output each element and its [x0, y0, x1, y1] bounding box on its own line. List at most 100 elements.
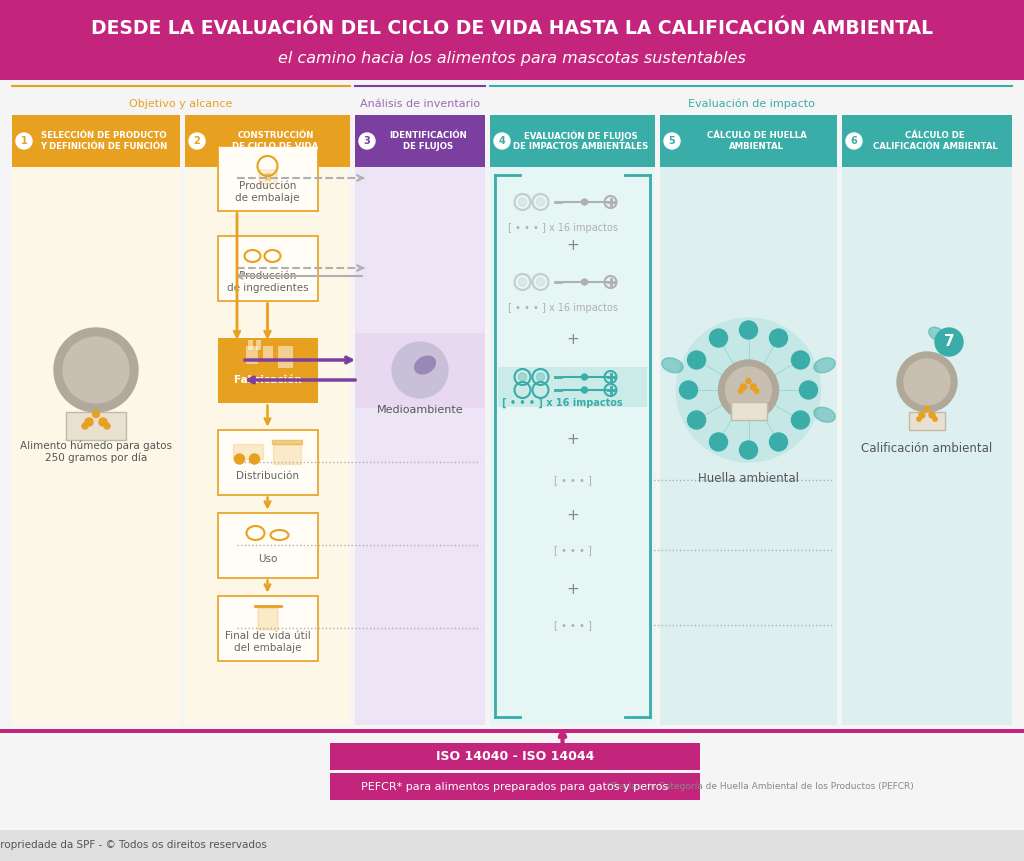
Text: +: +	[566, 238, 579, 252]
Text: Propriedade da SPF - © Todos os direitos reservados: Propriedade da SPF - © Todos os direitos…	[0, 840, 266, 850]
FancyBboxPatch shape	[258, 170, 276, 184]
FancyBboxPatch shape	[246, 345, 257, 363]
Text: Alimento húmedo para gatos
250 gramos por día: Alimento húmedo para gatos 250 gramos po…	[20, 441, 172, 463]
FancyBboxPatch shape	[355, 332, 485, 407]
Circle shape	[769, 433, 787, 451]
Text: IDENTIFICACIÓN
DE FLUJOS: IDENTIFICACIÓN DE FLUJOS	[389, 131, 467, 151]
Text: +: +	[566, 332, 579, 348]
Circle shape	[537, 198, 545, 206]
FancyBboxPatch shape	[278, 345, 293, 368]
Ellipse shape	[662, 358, 683, 373]
FancyBboxPatch shape	[217, 430, 317, 494]
Text: Producción
de ingredientes: Producción de ingredientes	[226, 271, 308, 293]
FancyBboxPatch shape	[498, 367, 647, 407]
Circle shape	[739, 321, 758, 339]
Text: 1: 1	[20, 136, 28, 146]
Circle shape	[680, 381, 697, 399]
Circle shape	[582, 387, 588, 393]
FancyBboxPatch shape	[272, 444, 300, 464]
Circle shape	[392, 342, 449, 398]
Circle shape	[725, 367, 771, 413]
Text: Distribución: Distribución	[236, 471, 299, 481]
Text: +: +	[566, 432, 579, 448]
FancyBboxPatch shape	[217, 236, 317, 300]
Circle shape	[710, 433, 727, 451]
Circle shape	[800, 381, 817, 399]
Text: Uso: Uso	[258, 554, 278, 564]
Text: Final de vida útil
del embalaje: Final de vida útil del embalaje	[224, 631, 310, 653]
Text: [ • • • ] x 16 impactos: [ • • • ] x 16 impactos	[502, 398, 623, 408]
Circle shape	[189, 133, 205, 149]
Circle shape	[710, 329, 727, 347]
Text: Producción
de embalaje: Producción de embalaje	[236, 181, 300, 203]
Text: [ • • • ]: [ • • • ]	[554, 545, 592, 555]
Circle shape	[16, 133, 32, 149]
Text: 4: 4	[499, 136, 506, 146]
FancyBboxPatch shape	[330, 773, 700, 800]
Circle shape	[518, 278, 526, 286]
Circle shape	[925, 406, 930, 412]
Text: [ • • • ]: [ • • • ]	[554, 620, 592, 630]
Text: [ • • • ] x 16 impactos: [ • • • ] x 16 impactos	[508, 303, 617, 313]
Text: 7: 7	[944, 335, 954, 350]
Text: EVALUACIÓN DE FLUJOS
DE IMPACTOS AMBIENTALES: EVALUACIÓN DE FLUJOS DE IMPACTOS AMBIENT…	[513, 131, 648, 152]
FancyBboxPatch shape	[909, 412, 945, 430]
Text: 2: 2	[194, 136, 201, 146]
FancyBboxPatch shape	[257, 608, 278, 630]
Circle shape	[582, 374, 588, 380]
Circle shape	[897, 352, 957, 412]
FancyBboxPatch shape	[248, 339, 253, 350]
Circle shape	[82, 423, 88, 429]
Text: DESDE LA EVALUACIÓN DEL CICLO DE VIDA HASTA LA CALIFICACIÓN AMBIENTAL: DESDE LA EVALUACIÓN DEL CICLO DE VIDA HA…	[91, 18, 933, 38]
Text: CÁLCULO DE HUELLA
AMBIENTAL: CÁLCULO DE HUELLA AMBIENTAL	[707, 131, 806, 151]
FancyBboxPatch shape	[0, 830, 1024, 861]
FancyBboxPatch shape	[730, 402, 767, 420]
Circle shape	[935, 328, 963, 356]
Text: [ • • • ] x 16 impactos: [ • • • ] x 16 impactos	[508, 223, 617, 233]
FancyBboxPatch shape	[66, 412, 126, 440]
FancyBboxPatch shape	[330, 743, 700, 770]
FancyBboxPatch shape	[217, 338, 317, 402]
Circle shape	[755, 389, 759, 393]
FancyBboxPatch shape	[842, 115, 1012, 167]
Circle shape	[916, 417, 922, 421]
Circle shape	[846, 133, 862, 149]
Circle shape	[582, 199, 588, 205]
Text: CONSTRUCCIÓN
DE CICLO DE VIDA: CONSTRUCCIÓN DE CICLO DE VIDA	[232, 131, 318, 151]
FancyBboxPatch shape	[185, 115, 350, 167]
Text: el camino hacia los alimentos para mascotas sustentables: el camino hacia los alimentos para masco…	[279, 51, 745, 65]
FancyBboxPatch shape	[355, 115, 485, 167]
Circle shape	[92, 411, 99, 418]
Circle shape	[904, 359, 950, 405]
Circle shape	[792, 411, 809, 429]
Circle shape	[63, 337, 129, 403]
FancyBboxPatch shape	[232, 444, 262, 459]
Text: Análisis de inventario: Análisis de inventario	[360, 99, 480, 109]
Ellipse shape	[929, 327, 945, 341]
Circle shape	[537, 278, 545, 286]
Circle shape	[359, 133, 375, 149]
Circle shape	[537, 373, 545, 381]
FancyBboxPatch shape	[660, 115, 837, 725]
FancyBboxPatch shape	[0, 729, 1024, 733]
FancyBboxPatch shape	[842, 115, 1012, 725]
Circle shape	[933, 417, 937, 421]
Ellipse shape	[814, 407, 836, 422]
Ellipse shape	[415, 356, 435, 374]
Circle shape	[687, 411, 706, 429]
Circle shape	[518, 373, 526, 381]
FancyBboxPatch shape	[217, 146, 317, 210]
FancyBboxPatch shape	[355, 115, 485, 725]
Circle shape	[792, 351, 809, 369]
FancyBboxPatch shape	[217, 596, 317, 660]
Text: Calificación ambiental: Calificación ambiental	[861, 442, 992, 455]
Circle shape	[494, 133, 510, 149]
Circle shape	[104, 423, 110, 429]
Ellipse shape	[814, 358, 836, 373]
FancyBboxPatch shape	[264, 173, 270, 181]
Circle shape	[677, 318, 820, 462]
Circle shape	[751, 384, 757, 390]
Text: PEFCR* para alimentos preparados para gatos y perros: PEFCR* para alimentos preparados para ga…	[361, 782, 669, 791]
Circle shape	[739, 441, 758, 459]
FancyBboxPatch shape	[185, 115, 350, 725]
